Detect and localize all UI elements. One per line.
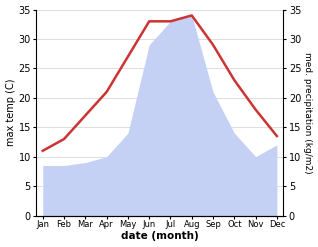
X-axis label: date (month): date (month) xyxy=(121,231,199,242)
Y-axis label: med. precipitation (kg/m2): med. precipitation (kg/m2) xyxy=(303,52,313,173)
Y-axis label: max temp (C): max temp (C) xyxy=(5,79,16,146)
